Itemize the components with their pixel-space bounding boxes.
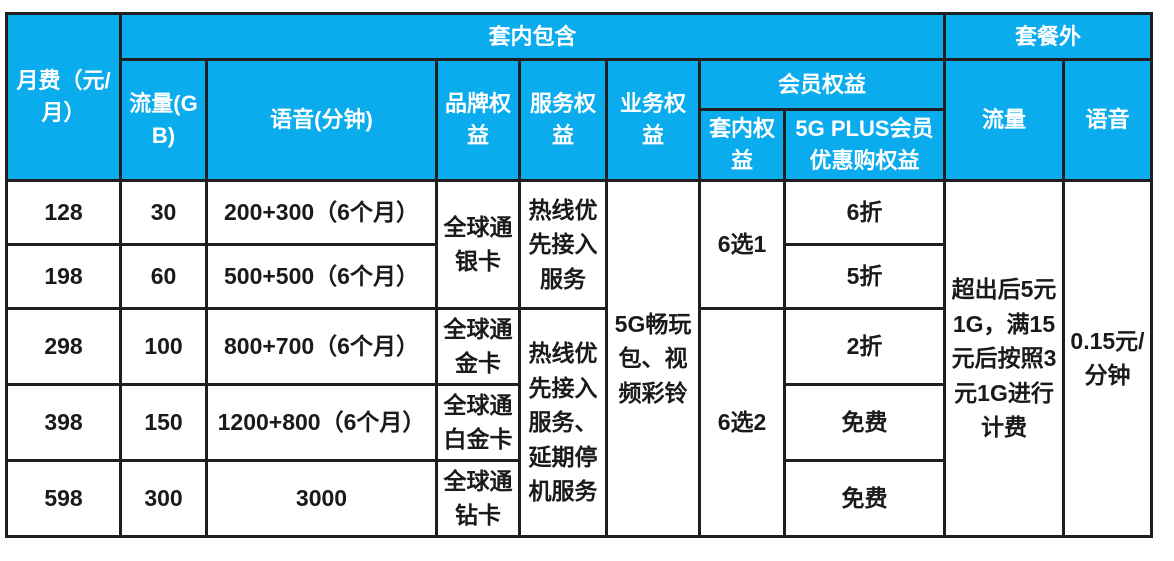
cell-extra-data: 超出后5元1G，满15元后按照3元1G进行计费 — [943, 178, 1065, 538]
cell-fee: 598 — [5, 458, 122, 538]
col-header-monthly-fee: 月费（元/月） — [5, 12, 122, 182]
cell-plus-discount: 5折 — [783, 242, 946, 310]
cell-brand-benefit: 全球通银卡 — [435, 178, 521, 310]
cell-voice: 500+500（6个月） — [205, 242, 438, 310]
cell-service-benefit: 热线优先接入服务、延期停机服务 — [518, 306, 608, 538]
cell-data-gb: 30 — [119, 178, 208, 246]
cell-voice: 800+700（6个月） — [205, 306, 438, 386]
cell-brand-benefit: 全球通白金卡 — [435, 382, 521, 462]
cell-member-benefit: 6选1 — [698, 178, 786, 310]
cell-fee: 398 — [5, 382, 122, 462]
cell-voice: 3000 — [205, 458, 438, 538]
col-header-extra-voice: 语音 — [1061, 58, 1154, 182]
col-header-brand-benefit: 品牌权益 — [435, 58, 521, 182]
col-header-extra-data: 流量 — [943, 58, 1065, 182]
tariff-table: 月费（元/月） 套内包含 套餐外 流量(GB) 语音(分钟) 品牌权益 服务权益… — [5, 12, 1154, 538]
col-header-data-gb: 流量(GB) — [119, 58, 208, 182]
cell-data-gb: 150 — [119, 382, 208, 462]
table-body: 128 30 200+300（6个月） 全球通银卡 热线优先接入服务 5G畅玩包… — [5, 178, 1154, 538]
cell-data-gb: 100 — [119, 306, 208, 386]
cell-fee: 198 — [5, 242, 122, 310]
col-header-voice-minutes: 语音(分钟) — [205, 58, 438, 182]
cell-extra-voice: 0.15元/分钟 — [1061, 178, 1154, 538]
group-header-in-package: 套内包含 — [119, 12, 946, 61]
cell-plus-discount: 免费 — [783, 382, 946, 462]
cell-plus-discount: 2折 — [783, 306, 946, 386]
group-header-member-benefit: 会员权益 — [698, 58, 946, 111]
cell-data-gb: 60 — [119, 242, 208, 310]
cell-member-benefit: 6选2 — [698, 306, 786, 538]
table-row: 298 100 800+700（6个月） 全球通金卡 热线优先接入服务、延期停机… — [5, 306, 1152, 538]
table-row: 198 60 500+500（6个月） 5折 — [5, 242, 1152, 310]
cell-fee: 298 — [5, 306, 122, 386]
col-header-service-benefit: 服务权益 — [518, 58, 608, 182]
col-header-business-benefit: 业务权益 — [605, 58, 701, 182]
cell-brand-benefit: 全球通金卡 — [435, 306, 521, 386]
cell-plus-discount: 免费 — [783, 458, 946, 538]
cell-data-gb: 300 — [119, 458, 208, 538]
cell-business-benefit: 5G畅玩包、视频彩铃 — [605, 178, 701, 538]
col-header-5g-plus-member-benefit: 5G PLUS会员优惠购权益 — [783, 108, 946, 182]
group-header-out-of-package: 套餐外 — [942, 12, 1154, 61]
table-row: 398 150 1200+800（6个月） 全球通白金卡 免费 — [5, 382, 1152, 462]
cell-voice: 1200+800（6个月） — [205, 382, 438, 462]
table-row: 598 300 3000 全球通钻卡 免费 — [5, 458, 1152, 538]
cell-voice: 200+300（6个月） — [205, 178, 438, 246]
cell-fee: 128 — [5, 178, 122, 246]
table-header: 月费（元/月） 套内包含 套餐外 流量(GB) 语音(分钟) 品牌权益 服务权益… — [5, 12, 1154, 182]
col-header-in-package-benefit: 套内权益 — [698, 108, 786, 182]
cell-service-benefit: 热线优先接入服务 — [518, 178, 608, 310]
cell-plus-discount: 6折 — [783, 178, 946, 246]
table-row: 128 30 200+300（6个月） 全球通银卡 热线优先接入服务 5G畅玩包… — [5, 178, 1154, 538]
cell-brand-benefit: 全球通钻卡 — [435, 458, 521, 538]
